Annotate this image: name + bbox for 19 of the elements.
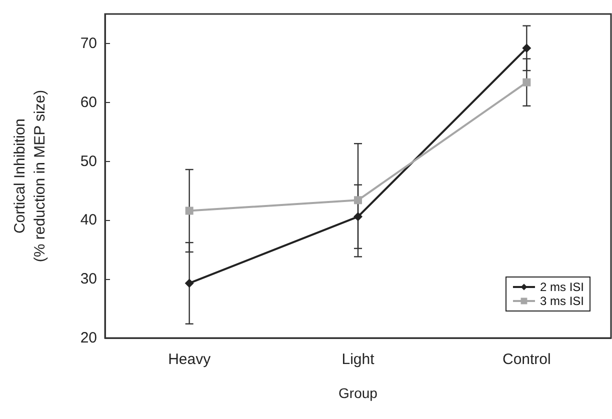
- point: [522, 78, 531, 86]
- x-axis-title: Group: [338, 385, 378, 401]
- point: [354, 196, 362, 204]
- point: [184, 278, 194, 288]
- point: [522, 44, 532, 53]
- point: [354, 212, 362, 222]
- y-tick-label: 30: [80, 270, 97, 288]
- y-tick-label: 60: [80, 94, 97, 111]
- x-tick-label: Control: [502, 351, 551, 368]
- y-tick-label: 40: [80, 212, 97, 229]
- point: [185, 206, 194, 215]
- x-tick-label: Heavy: [168, 351, 212, 368]
- x-tick-label: Light: [342, 351, 376, 368]
- y-tick-label: 50: [80, 152, 97, 170]
- legend-label: 2 ms ISI: [540, 280, 584, 294]
- y-tick-label: 20: [80, 330, 97, 346]
- legend-label: 3 ms ISI: [540, 294, 584, 308]
- y-tick-label: 70: [80, 34, 97, 52]
- y-axis-title: Cortical Inhibition (% reduction in MEP size): [12, 90, 48, 262]
